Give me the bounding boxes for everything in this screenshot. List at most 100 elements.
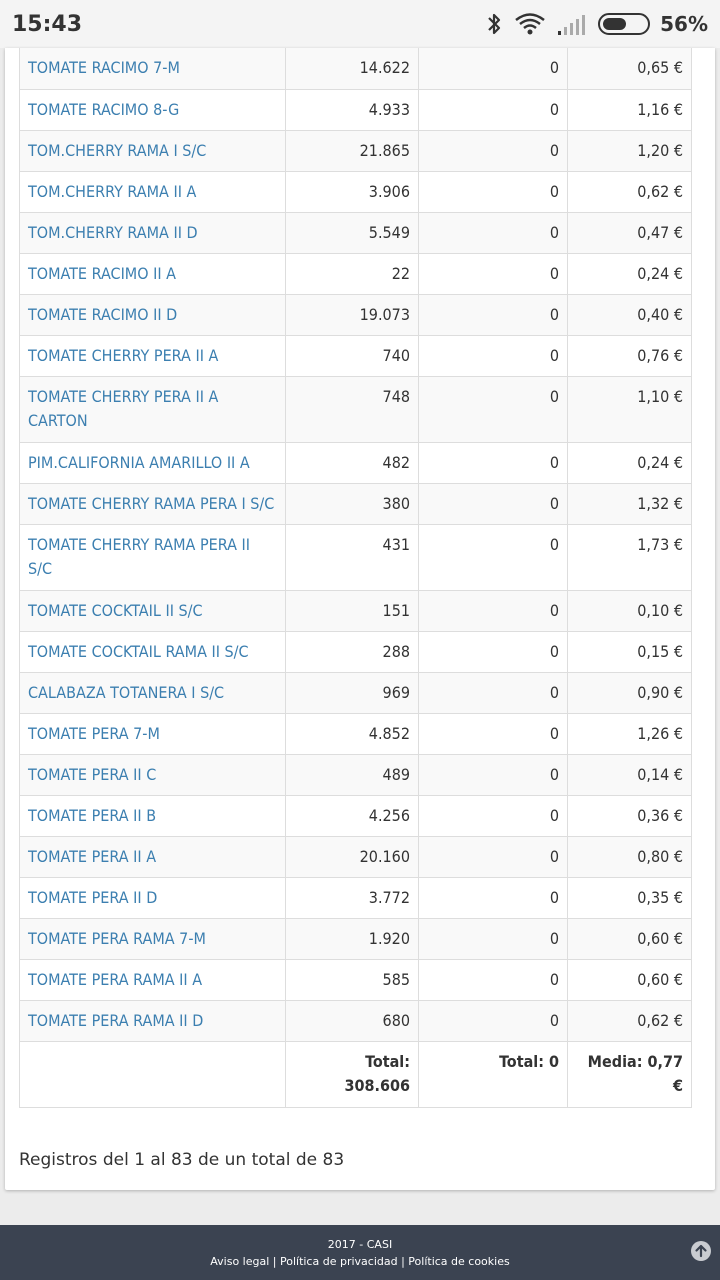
quantity-cell: 4.256 (285, 794, 419, 837)
status-bar: 15:43 56% (0, 0, 720, 48)
zero-cell: 0 (418, 917, 568, 960)
product-name-cell: TOMATE RACIMO 8-G (19, 88, 286, 131)
price-cell: 0,24 € (567, 441, 692, 484)
quantity-cell: 680 (285, 999, 419, 1042)
product-link[interactable]: TOMATE COCKTAIL RAMA II S/C (28, 641, 249, 661)
price-cell: 0,24 € (567, 252, 692, 295)
product-link[interactable]: TOMATE RACIMO 8-G (28, 99, 180, 119)
table-row: TOMATE PERA II A 20.160 0 0,80 € (19, 835, 692, 878)
table-row: TOMATE RACIMO II A 22 0 0,24 € (19, 252, 692, 295)
table-row: TOMATE RACIMO 8-G 4.933 0 1,16 € (19, 88, 692, 131)
price-cell: 0,60 € (567, 958, 692, 1001)
product-link[interactable]: TOM.CHERRY RAMA II A (28, 181, 197, 201)
product-link[interactable]: TOMATE PERA RAMA 7-M (28, 928, 206, 948)
product-link[interactable]: TOMATE PERA 7-M (28, 723, 160, 743)
cookie-policy-link[interactable]: Política de cookies (408, 1255, 510, 1268)
product-link[interactable]: TOMATE PERA II A (28, 846, 157, 866)
zero-cell: 0 (418, 441, 568, 484)
average-price-cell: Media: 0,77 € (567, 1040, 692, 1108)
footer-separator: | (397, 1255, 409, 1268)
price-cell: 1,26 € (567, 712, 692, 755)
product-link[interactable]: TOMATE CHERRY RAMA PERA I S/C (28, 493, 275, 513)
zero-cell: 0 (418, 170, 568, 213)
product-link[interactable]: TOM.CHERRY RAMA I S/C (28, 140, 207, 160)
battery-icon (598, 13, 651, 35)
product-name-cell: TOMATE COCKTAIL II S/C (19, 589, 286, 632)
product-name-cell: PIM.CALIFORNIA AMARILLO II A (19, 441, 286, 484)
quantity-cell: 21.865 (285, 129, 419, 172)
product-link[interactable]: TOMATE RACIMO II D (28, 304, 178, 324)
product-link[interactable]: TOMATE PERA II B (28, 805, 157, 825)
price-cell: 0,62 € (567, 170, 692, 213)
product-link[interactable]: TOMATE PERA II D (28, 887, 158, 907)
product-name-cell: TOMATE CHERRY RAMA PERA II S/C (19, 523, 286, 591)
price-cell: 0,62 € (567, 999, 692, 1042)
privacy-policy-link[interactable]: Política de privacidad (279, 1255, 398, 1268)
product-name-cell: TOM.CHERRY RAMA II A (19, 170, 286, 213)
zero-cell: 0 (418, 794, 568, 837)
quantity-cell: 3.772 (285, 876, 419, 919)
price-cell: 0,47 € (567, 211, 692, 254)
table-row: TOMATE PERA II D 3.772 0 0,35 € (19, 876, 692, 919)
product-name-cell: CALABAZA TOTANERA I S/C (19, 671, 286, 714)
zero-cell: 0 (418, 630, 568, 673)
product-link[interactable]: TOMATE PERA RAMA II D (28, 1010, 204, 1030)
product-name-cell: TOMATE PERA RAMA 7-M (19, 917, 286, 960)
table-row: TOMATE CHERRY PERA II A CARTON 748 0 1,10 € (19, 375, 692, 443)
footer-links: Aviso legal | Política de privacidad | P… (0, 1255, 720, 1268)
product-link[interactable]: TOMATE RACIMO II A (28, 263, 177, 283)
footer-separator: | (269, 1255, 280, 1268)
quantity-cell: 4.933 (285, 88, 419, 131)
legal-notice-link[interactable]: Aviso legal (210, 1255, 270, 1268)
zero-cell: 0 (418, 753, 568, 796)
signal-icon (558, 15, 586, 35)
status-icons: 56% (484, 11, 708, 37)
product-name-cell: TOMATE PERA II D (19, 876, 286, 919)
product-link[interactable]: TOM.CHERRY RAMA II D (28, 222, 198, 242)
zero-cell: 0 (418, 252, 568, 295)
quantity-cell: 5.549 (285, 211, 419, 254)
zero-cell: 0 (418, 712, 568, 755)
table-row: PIM.CALIFORNIA AMARILLO II A 482 0 0,24 € (19, 441, 692, 484)
product-link[interactable]: TOMATE CHERRY RAMA PERA II S/C (28, 534, 250, 578)
product-name-cell: TOMATE PERA II C (19, 753, 286, 796)
wifi-icon (515, 13, 545, 35)
product-link[interactable]: TOMATE PERA RAMA II A (28, 969, 203, 989)
product-name-cell: TOMATE PERA 7-M (19, 712, 286, 755)
product-name-cell: TOMATE RACIMO 7-M (19, 48, 286, 90)
total-quantity-value: 308.606 (344, 1075, 410, 1095)
zero-cell: 0 (418, 375, 568, 443)
product-link[interactable]: TOMATE CHERRY PERA II A CARTON (28, 386, 219, 430)
zero-cell: 0 (418, 523, 568, 591)
product-link[interactable]: TOMATE CHERRY PERA II A (28, 345, 219, 365)
table-row: TOMATE PERA RAMA II A 585 0 0,60 € (19, 958, 692, 1001)
quantity-cell: 482 (285, 441, 419, 484)
price-cell: 0,60 € (567, 917, 692, 960)
average-price-label: Media: 0,77 (587, 1051, 683, 1071)
table-row: TOMATE RACIMO 7-M 14.622 0 0,65 € (19, 48, 692, 90)
price-cell: 0,15 € (567, 630, 692, 673)
price-cell: 0,90 € (567, 671, 692, 714)
quantity-cell: 748 (285, 375, 419, 443)
quantity-cell: 740 (285, 334, 419, 377)
product-link[interactable]: PIM.CALIFORNIA AMARILLO II A (28, 452, 250, 472)
product-link[interactable]: TOMATE PERA II C (28, 764, 157, 784)
zero-cell: 0 (418, 129, 568, 172)
table-row: TOM.CHERRY RAMA II A 3.906 0 0,62 € (19, 170, 692, 213)
quantity-cell: 489 (285, 753, 419, 796)
product-link[interactable]: TOMATE COCKTAIL II S/C (28, 600, 203, 620)
product-name-cell: TOMATE CHERRY RAMA PERA I S/C (19, 482, 286, 525)
footer-copyright: 2017 - CASI (327, 1238, 393, 1251)
price-cell: 0,76 € (567, 334, 692, 377)
price-cell: 0,10 € (567, 589, 692, 632)
scroll-top-button[interactable] (691, 1241, 711, 1261)
table-card: TOMATE RACIMO 7-M 14.622 0 0,65 € TOMATE RAC… (5, 48, 715, 1190)
table-row: TOM.CHERRY RAMA II D 5.549 0 0,47 € (19, 211, 692, 254)
product-link[interactable]: TOMATE RACIMO 7-M (28, 58, 180, 77)
product-name-cell: TOMATE RACIMO II D (19, 293, 286, 336)
product-link[interactable]: CALABAZA TOTANERA I S/C (28, 682, 225, 702)
table-row: TOMATE PERA RAMA II D 680 0 0,62 € (19, 999, 692, 1042)
product-name-cell: TOMATE CHERRY PERA II A (19, 334, 286, 377)
quantity-cell: 585 (285, 958, 419, 1001)
table-row: CALABAZA TOTANERA I S/C 969 0 0,90 € (19, 671, 692, 714)
